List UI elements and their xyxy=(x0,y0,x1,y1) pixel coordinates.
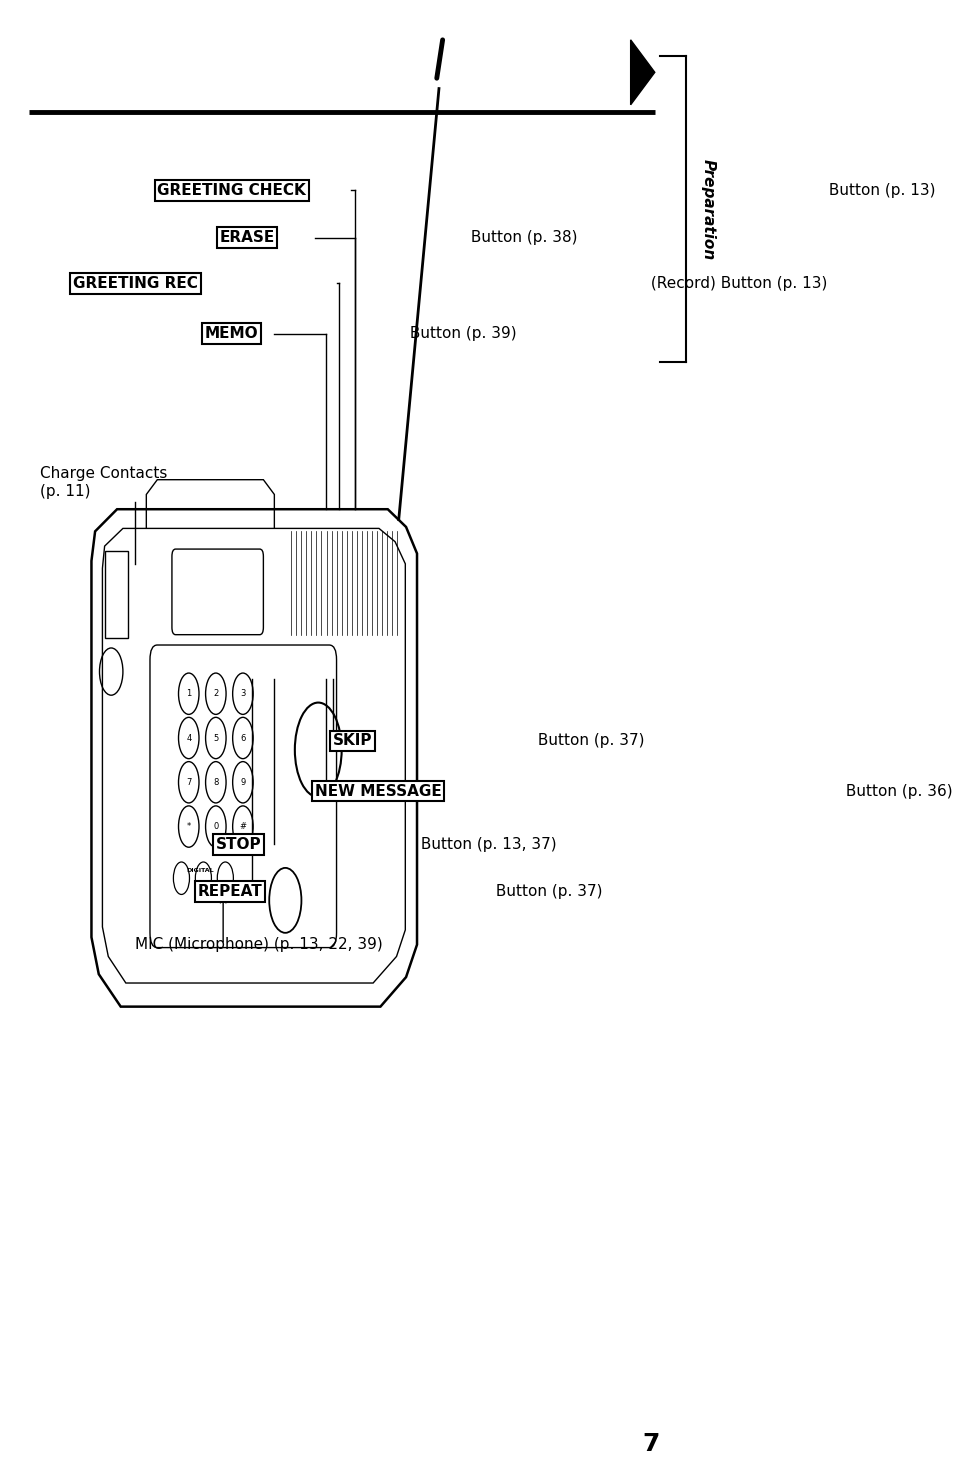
Text: GREETING REC: GREETING REC xyxy=(73,276,198,291)
Text: 6: 6 xyxy=(240,734,245,742)
Text: Button (p. 39): Button (p. 39) xyxy=(404,326,516,341)
Text: *: * xyxy=(187,822,191,831)
Text: Charge Contacts
(p. 11): Charge Contacts (p. 11) xyxy=(40,466,168,499)
Text: #: # xyxy=(239,822,246,831)
Text: 3: 3 xyxy=(240,689,245,698)
Text: 7: 7 xyxy=(641,1432,659,1455)
Text: (Record) Button (p. 13): (Record) Button (p. 13) xyxy=(646,276,827,291)
Polygon shape xyxy=(630,40,654,105)
Text: ERASE: ERASE xyxy=(219,230,274,245)
Text: 8: 8 xyxy=(213,778,218,787)
Text: GREETING CHECK: GREETING CHECK xyxy=(157,183,306,198)
Text: 2: 2 xyxy=(213,689,218,698)
Text: SKIP: SKIP xyxy=(333,734,372,748)
Text: NEW MESSAGE: NEW MESSAGE xyxy=(314,784,441,799)
Text: DIGITAL: DIGITAL xyxy=(187,868,214,874)
Text: MIC (Microphone) (p. 13, 22, 39): MIC (Microphone) (p. 13, 22, 39) xyxy=(135,937,383,952)
Text: Button (p. 37): Button (p. 37) xyxy=(490,884,601,899)
Text: 7: 7 xyxy=(186,778,192,787)
Text: 1: 1 xyxy=(186,689,192,698)
Text: STOP: STOP xyxy=(215,837,261,852)
Text: Button (p. 38): Button (p. 38) xyxy=(466,230,577,245)
Text: MEMO: MEMO xyxy=(205,326,258,341)
Text: 9: 9 xyxy=(240,778,245,787)
Text: 4: 4 xyxy=(186,734,192,742)
Text: 0: 0 xyxy=(213,822,218,831)
Text: Button (p. 36): Button (p. 36) xyxy=(841,784,952,799)
Text: Preparation: Preparation xyxy=(700,159,715,260)
Text: Button (p. 13): Button (p. 13) xyxy=(823,183,935,198)
Text: REPEAT: REPEAT xyxy=(197,884,262,899)
Text: Button (p. 13, 37): Button (p. 13, 37) xyxy=(416,837,556,852)
Text: Button (p. 37): Button (p. 37) xyxy=(532,734,643,748)
Text: 5: 5 xyxy=(213,734,218,742)
